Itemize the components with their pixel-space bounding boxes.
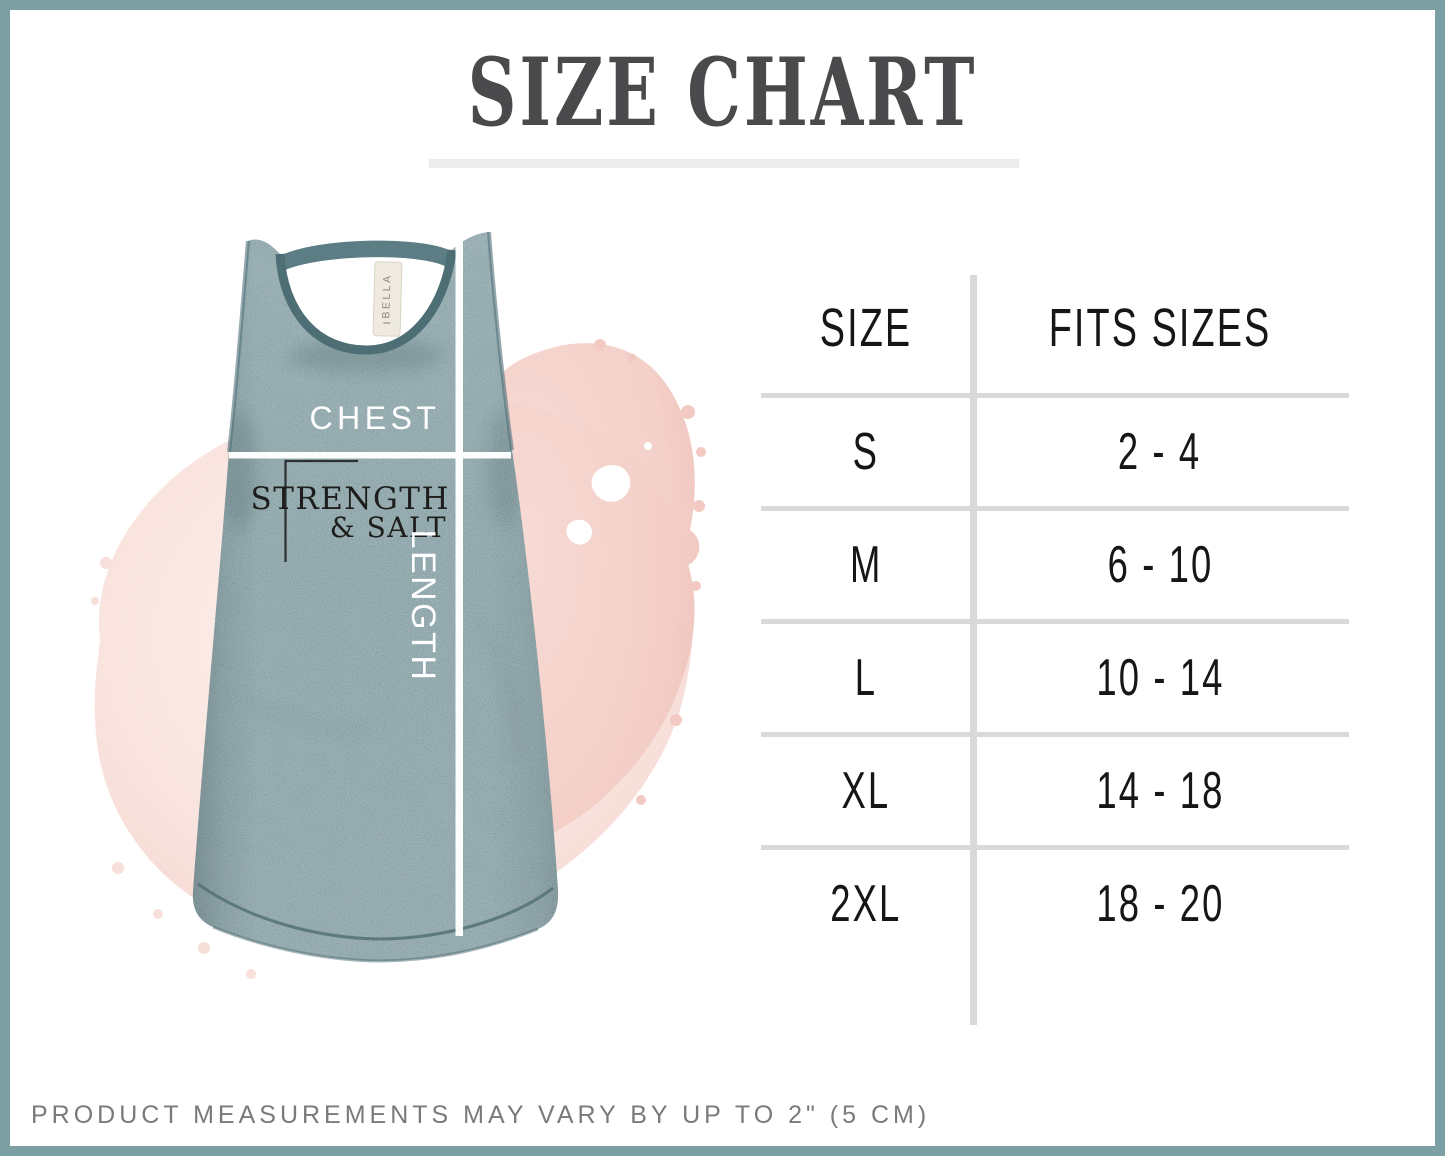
size-cell: 2XL xyxy=(830,875,902,933)
column-header-fits-sizes: FITS SIZES xyxy=(1048,297,1272,358)
design-corner-bracket xyxy=(284,459,358,562)
left-armhole-seam xyxy=(227,240,250,453)
chest-label: CHEST xyxy=(310,400,441,436)
fits-cell: 6 - 10 xyxy=(1107,536,1213,594)
table-column-divider xyxy=(970,275,977,1025)
size-cell: M xyxy=(849,536,883,594)
tag-label: BELLA xyxy=(380,273,393,319)
title-underline xyxy=(429,159,1019,168)
table-row: XL 14 - 18 xyxy=(761,732,1349,845)
size-cell: XL xyxy=(841,762,891,820)
size-table: SIZE FITS SIZES S 2 - 4 M 6 - 10 L 10 - … xyxy=(761,262,1349,958)
fits-cell: 2 - 4 xyxy=(1118,423,1202,481)
fits-cell: 10 - 14 xyxy=(1095,649,1225,707)
right-armhole-seam xyxy=(487,231,514,451)
bella-tag: BELLA xyxy=(372,261,403,337)
shirt-design: STRENGTH & SALT xyxy=(251,459,450,562)
neck-rib xyxy=(275,249,457,355)
table-row: 2XL 18 - 20 xyxy=(761,845,1349,958)
design-text-line1: STRENGTH xyxy=(251,481,450,517)
fits-cell: 14 - 18 xyxy=(1095,762,1225,820)
column-header-size: SIZE xyxy=(819,297,913,358)
length-label: LENGTH xyxy=(404,530,442,683)
size-cell: S xyxy=(852,423,880,481)
length-measure-line xyxy=(455,236,463,936)
hem-edge xyxy=(212,925,539,963)
design-text-line2: & SALT xyxy=(330,511,447,544)
table-row: S 2 - 4 xyxy=(761,393,1349,506)
chest-measure-line xyxy=(229,452,511,459)
hem-stitch xyxy=(197,882,554,941)
back-neckline xyxy=(276,240,453,272)
fits-cell: 18 - 20 xyxy=(1095,875,1225,933)
measurement-disclaimer: PRODUCT MEASUREMENTS MAY VARY BY UP TO 2… xyxy=(31,1101,931,1129)
tank-top: BELLA xyxy=(192,231,559,963)
table-row: L 10 - 14 xyxy=(761,619,1349,732)
page-title: SIZE CHART xyxy=(467,38,978,148)
size-cell: L xyxy=(854,649,878,707)
table-header-row: SIZE FITS SIZES xyxy=(761,262,1349,393)
table-row: M 6 - 10 xyxy=(761,506,1349,619)
